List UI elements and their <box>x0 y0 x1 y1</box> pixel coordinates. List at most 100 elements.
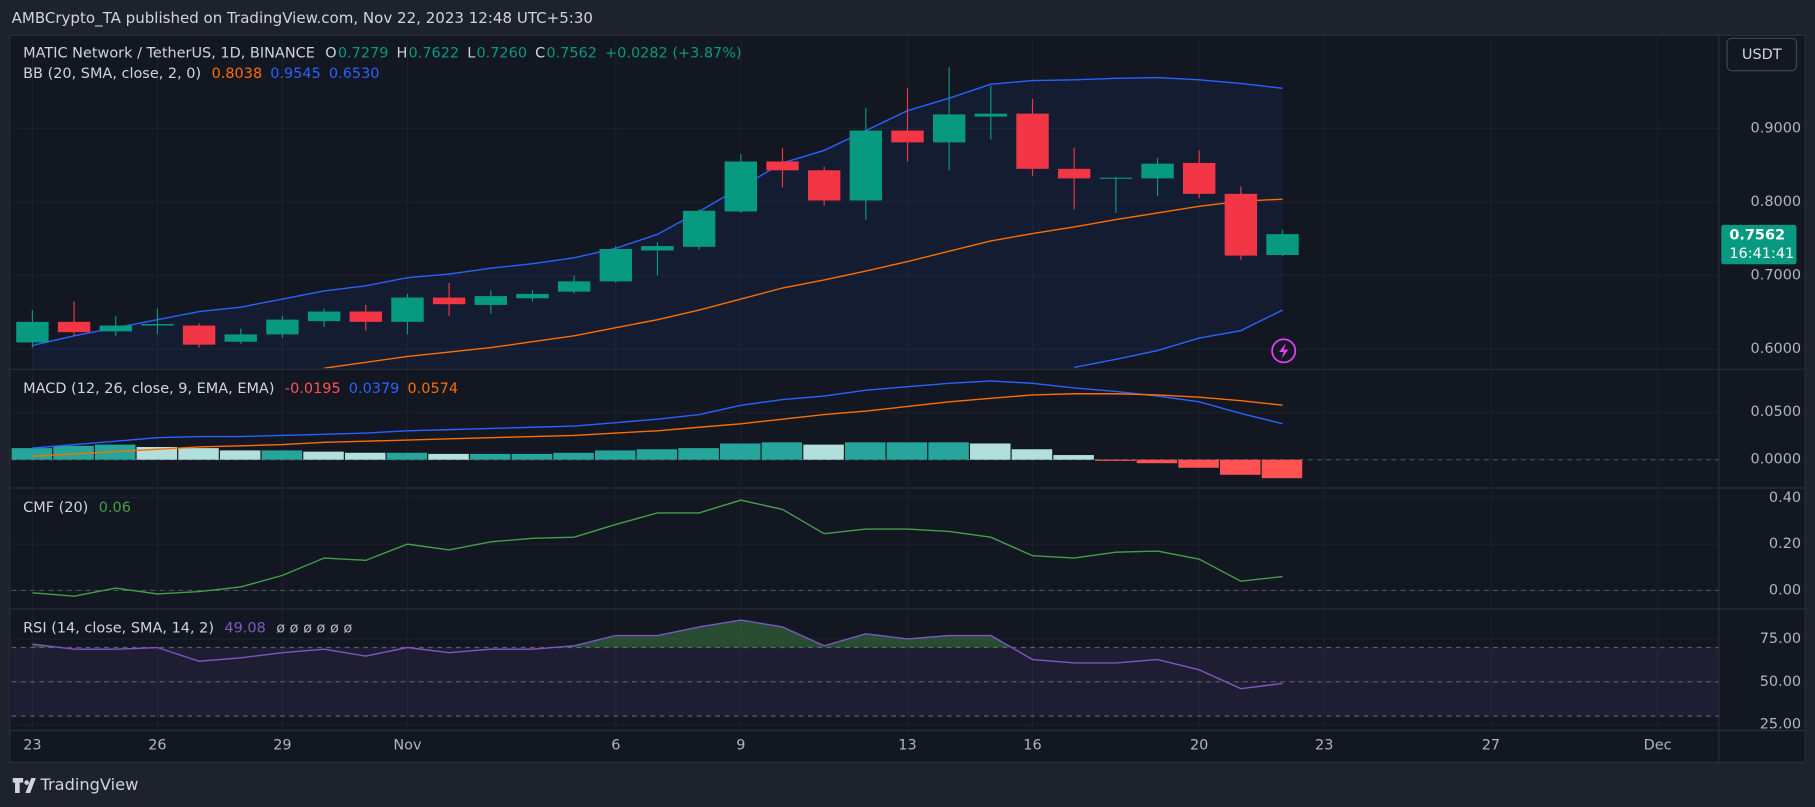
histogram-bar <box>1136 459 1178 464</box>
histogram-bar <box>303 451 344 460</box>
y-tick-label: 0.00 <box>1769 582 1801 598</box>
currency-button[interactable]: USDT <box>1726 37 1798 72</box>
y-tick-label: 0.0000 <box>1751 452 1802 468</box>
histogram-bar <box>844 442 886 460</box>
legend-text: L <box>467 45 475 61</box>
histogram-bar <box>1220 459 1261 475</box>
histogram-bar <box>886 442 928 460</box>
x-tick-label: 26 <box>148 738 166 754</box>
candle-body <box>807 170 841 201</box>
legend-text: 0.7562 <box>546 45 597 61</box>
histogram-bar <box>594 450 636 460</box>
legend-text: H <box>397 45 408 61</box>
x-tick-label: 20 <box>1190 738 1208 754</box>
candle-body <box>432 297 466 305</box>
candle-body <box>391 297 424 322</box>
x-tick-label: Dec <box>1644 738 1672 754</box>
price-tag-value: 0.7562 <box>1729 227 1785 243</box>
alert-icon[interactable] <box>1271 338 1297 364</box>
candle-body <box>849 130 883 201</box>
legend-text: 0.0379 <box>349 381 400 397</box>
candle-body <box>141 324 174 326</box>
bb-lower <box>1074 309 1283 369</box>
candle-body <box>1266 234 1299 255</box>
x-tick-label: 9 <box>736 738 745 754</box>
chart-layer: 23 26 29 Nov 6 9 13 16 20 23 27 Dec 0.6000 0.7000 0.80… <box>11 37 1802 754</box>
brand: TradingView <box>12 775 139 794</box>
histogram-bar <box>928 442 969 460</box>
candle-body <box>1182 162 1216 194</box>
bb-basis <box>324 198 1283 369</box>
y-tick-label: 0.7000 <box>1751 268 1802 284</box>
histogram-bar <box>678 448 719 460</box>
x-tick-label: 27 <box>1482 738 1500 754</box>
histogram-bar <box>511 453 553 460</box>
signal-line <box>32 393 1283 457</box>
x-tick-label: 6 <box>611 738 620 754</box>
legend-text: +0.0282 (+3.87%) <box>605 45 742 61</box>
currency-label[interactable]: USDT <box>1742 47 1782 63</box>
candle-body <box>1099 177 1133 179</box>
histogram-bar <box>970 443 1011 460</box>
candle-body <box>266 319 299 335</box>
candle-body <box>57 321 91 333</box>
candle-body <box>891 130 924 143</box>
y-tick-label: 75.00 <box>1760 631 1801 647</box>
candle-body <box>224 334 257 342</box>
histogram-bar <box>553 452 594 460</box>
histogram-bar <box>719 443 761 460</box>
legend-text: O <box>325 45 336 61</box>
currency-button-frame[interactable] <box>1726 37 1798 72</box>
x-tick-label: 29 <box>273 738 291 754</box>
y-tick-label: 0.20 <box>1769 536 1801 552</box>
histogram-bar <box>1011 449 1053 460</box>
candle-body <box>1224 193 1258 256</box>
candle-body <box>1016 113 1049 169</box>
histogram-bar <box>761 442 803 460</box>
rsi-line <box>32 619 1283 690</box>
brand-name: TradingView <box>40 775 139 794</box>
legend-text: 0.9545 <box>270 66 321 82</box>
histogram-bar <box>1095 459 1136 461</box>
x-tick-label: 13 <box>898 738 916 754</box>
alert-circle[interactable] <box>1271 338 1297 364</box>
y-tick-label: 0.40 <box>1769 490 1801 506</box>
candle-body <box>641 246 674 251</box>
histogram-bar <box>803 444 844 460</box>
x-tick-label: Nov <box>393 738 422 754</box>
y-tick-label: 0.0500 <box>1751 404 1802 420</box>
histogram-bar <box>178 448 219 460</box>
y-tick-label: 0.9000 <box>1751 120 1802 136</box>
x-tick-label: 23 <box>23 738 41 754</box>
histogram-bar <box>1053 455 1094 460</box>
histogram-bar <box>219 450 261 460</box>
histogram-bar <box>53 445 94 460</box>
candle-body <box>1057 168 1091 179</box>
alert-bolt[interactable] <box>1279 342 1289 359</box>
legend-text: 49.08 <box>224 621 265 637</box>
price-tag-countdown: 16:41:41 <box>1729 246 1794 262</box>
candle-body <box>932 114 966 143</box>
legend-text: 0.0574 <box>407 381 458 397</box>
legend-text: 0.8038 <box>212 66 263 82</box>
candle-body <box>599 249 633 282</box>
candle-body <box>766 161 799 171</box>
histogram-bar <box>636 449 678 460</box>
y-tick-label: 25.00 <box>1760 717 1801 733</box>
y-tick-label: 50.00 <box>1760 674 1801 690</box>
candle-body <box>682 210 716 247</box>
histogram-bar <box>1178 459 1219 468</box>
legend-text: 0.7260 <box>476 45 527 61</box>
histogram-bar <box>469 453 511 460</box>
legend-text: RSI (14, close, SMA, 14, 2) <box>23 621 214 637</box>
macd-line <box>32 380 1283 449</box>
y-tick-label: 0.6000 <box>1751 341 1802 357</box>
candle-body <box>724 161 758 212</box>
publisher: AMBCrypto_TA published on TradingView.co… <box>12 9 593 28</box>
candle-body <box>16 321 49 343</box>
histogram-bar <box>428 453 469 460</box>
bb-fill <box>32 77 1283 369</box>
histogram-bar <box>261 450 303 460</box>
candle-body <box>1141 163 1174 179</box>
